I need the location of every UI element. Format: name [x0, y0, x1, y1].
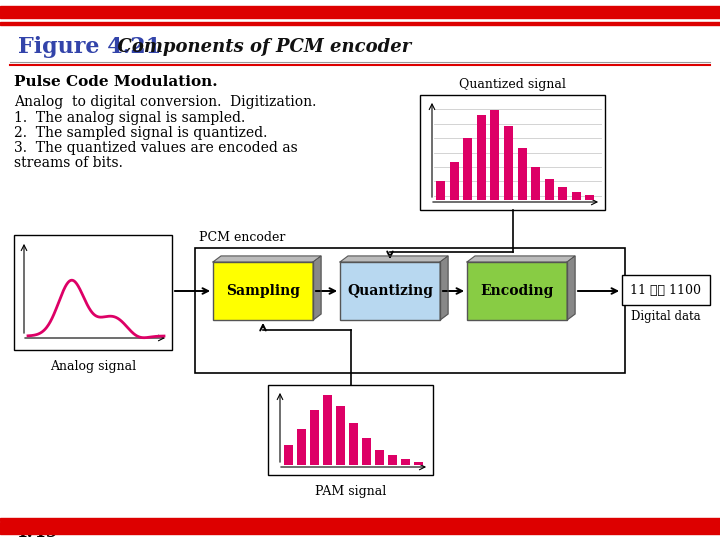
Text: Pulse Code Modulation.: Pulse Code Modulation.	[14, 75, 217, 89]
Text: Quantized signal: Quantized signal	[459, 78, 566, 91]
Bar	[463, 138, 472, 200]
Polygon shape	[313, 256, 321, 320]
Bar	[531, 167, 540, 200]
Text: PCM encoder: PCM encoder	[199, 231, 285, 244]
Text: 2.  The sampled signal is quantized.: 2. The sampled signal is quantized.	[14, 126, 267, 140]
Bar	[0, 522, 720, 534]
Bar	[340, 262, 440, 320]
Bar	[420, 95, 605, 210]
Bar	[297, 429, 306, 465]
Text: Encoding: Encoding	[480, 284, 554, 298]
Bar	[213, 262, 313, 320]
Bar	[414, 462, 423, 465]
Bar	[518, 148, 526, 200]
Text: Analog signal: Analog signal	[50, 360, 136, 373]
Bar	[310, 410, 319, 465]
Bar	[622, 275, 710, 305]
Bar	[401, 458, 410, 465]
Bar	[585, 195, 595, 200]
Bar	[375, 450, 384, 465]
Bar	[195, 248, 625, 373]
Bar	[0, 22, 720, 25]
Text: 4.49: 4.49	[14, 523, 58, 540]
Text: 3.  The quantized values are encoded as: 3. The quantized values are encoded as	[14, 141, 298, 155]
Polygon shape	[213, 256, 321, 262]
Text: Components of PCM encoder: Components of PCM encoder	[105, 38, 411, 56]
Bar	[467, 262, 567, 320]
Bar	[14, 235, 172, 350]
Text: Quantizing: Quantizing	[347, 284, 433, 298]
Bar	[349, 423, 358, 465]
Bar	[436, 181, 445, 200]
Polygon shape	[467, 256, 575, 262]
Text: Analog  to digital conversion.  Digitization.: Analog to digital conversion. Digitizati…	[14, 95, 316, 109]
Bar	[323, 395, 332, 465]
Bar	[0, 518, 720, 521]
Bar	[268, 385, 433, 475]
Text: 11 ⋯⋯ 1100: 11 ⋯⋯ 1100	[631, 284, 701, 296]
Polygon shape	[440, 256, 448, 320]
Bar	[0, 6, 720, 18]
Bar	[362, 438, 371, 465]
Bar	[558, 187, 567, 200]
Text: streams of bits.: streams of bits.	[14, 156, 123, 170]
Text: PAM signal: PAM signal	[315, 485, 386, 498]
Bar	[572, 192, 581, 200]
Bar	[504, 126, 513, 200]
Polygon shape	[567, 256, 575, 320]
Bar	[449, 162, 459, 200]
Text: 1.  The analog signal is sampled.: 1. The analog signal is sampled.	[14, 111, 246, 125]
Text: Digital data: Digital data	[631, 310, 701, 323]
Text: Sampling: Sampling	[226, 284, 300, 298]
Bar	[477, 114, 486, 200]
Bar	[388, 455, 397, 465]
Bar	[544, 179, 554, 200]
Polygon shape	[340, 256, 448, 262]
Bar	[336, 406, 345, 465]
Text: Figure 4.21: Figure 4.21	[18, 36, 161, 58]
Bar	[284, 446, 292, 465]
Bar	[490, 110, 500, 200]
